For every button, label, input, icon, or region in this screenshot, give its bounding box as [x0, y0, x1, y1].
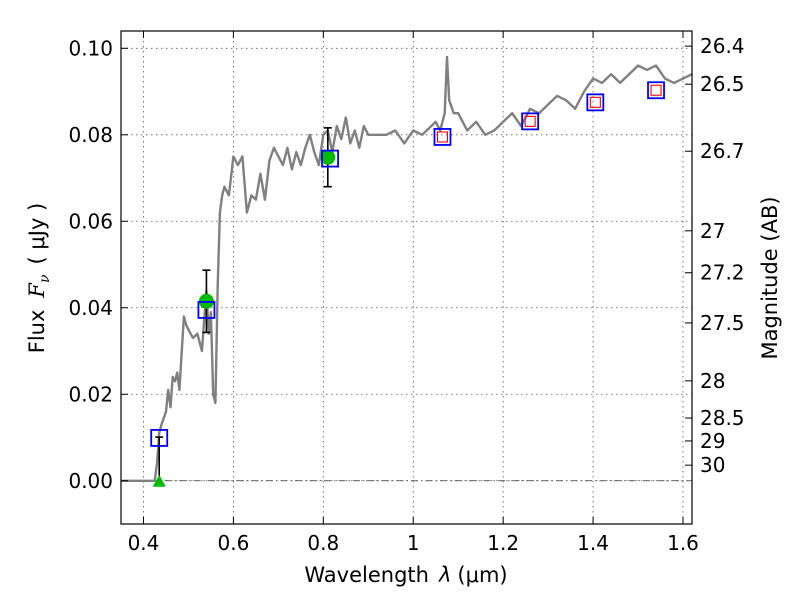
- x-tick-label: 1.4: [577, 531, 609, 555]
- y-axis-symbol: F: [25, 282, 49, 299]
- x-axis-label-text: Wavelength: [304, 563, 429, 587]
- x-tick-label: 1.6: [667, 531, 699, 555]
- x-axis-unit: (μm): [457, 563, 507, 587]
- model-flux-inner-square: [650, 84, 662, 96]
- axis-ticks: 0.4 0.6 0.8 1 1.2 1.4 1.6 0.00 0.02 0.04 0.06 0.08 0…: [68, 31, 745, 555]
- y-axis-symbol-subscript: ν: [37, 274, 53, 283]
- y-tick-label: 0.08: [68, 123, 113, 147]
- y-axis-unit: ( μJy ): [25, 203, 49, 265]
- y-axis-label: Flux Fν ( μJy ): [25, 203, 53, 353]
- upper-limit-point: [152, 474, 166, 487]
- magnitude-tick-label: 29: [700, 429, 725, 453]
- y-tick-label: 0.00: [68, 469, 113, 493]
- magnitude-tick-label: 26.4: [700, 34, 745, 58]
- magnitude-tick-label: 28: [700, 369, 725, 393]
- y-tick-label: 0.02: [68, 382, 113, 406]
- magnitude-tick-label: 27: [700, 219, 725, 243]
- model-flux-inner-square: [524, 115, 536, 127]
- model-spectrum-line: [121, 55, 693, 482]
- x-tick-label: 1.2: [487, 531, 519, 555]
- x-tick-label: 0.8: [307, 531, 339, 555]
- model-flux-square: [647, 81, 665, 100]
- model-flux-square: [586, 93, 605, 112]
- right-axis-label: Magnitude (AB): [758, 196, 782, 359]
- model-flux-square: [521, 112, 540, 131]
- plot-frame: [120, 30, 693, 525]
- magnitude-tick-label: 27.2: [700, 261, 745, 285]
- x-tick-label: 0.6: [217, 531, 249, 555]
- x-tick-label: 1: [407, 531, 420, 555]
- plot-area: [121, 55, 693, 482]
- y-tick-label: 0.06: [68, 209, 113, 233]
- y-tick-label: 0.04: [68, 296, 113, 320]
- magnitude-tick-label: 30: [700, 453, 725, 477]
- photometry-markers: [150, 81, 665, 487]
- x-tick-label: 0.4: [128, 531, 160, 555]
- magnitude-tick-label: 26.5: [700, 72, 745, 96]
- observed-flux-point: [320, 149, 336, 165]
- magnitude-tick-label: 26.7: [700, 139, 745, 163]
- model-flux-square: [433, 128, 452, 146]
- model-flux-inner-square: [589, 96, 601, 108]
- model-flux-square: [150, 429, 169, 447]
- x-axis-label: Wavelength λ (μm): [304, 563, 507, 587]
- model-flux-square: [321, 149, 339, 168]
- y-tick-label: 0.10: [68, 36, 113, 60]
- model-flux-inner-square: [436, 131, 449, 143]
- y-axis-label-prefix: Flux: [25, 310, 49, 354]
- model-flux-square: [197, 301, 216, 319]
- magnitude-tick-label: 28.5: [700, 406, 745, 430]
- x-axis-symbol: λ: [438, 563, 451, 587]
- magnitude-tick-label: 27.5: [700, 311, 745, 335]
